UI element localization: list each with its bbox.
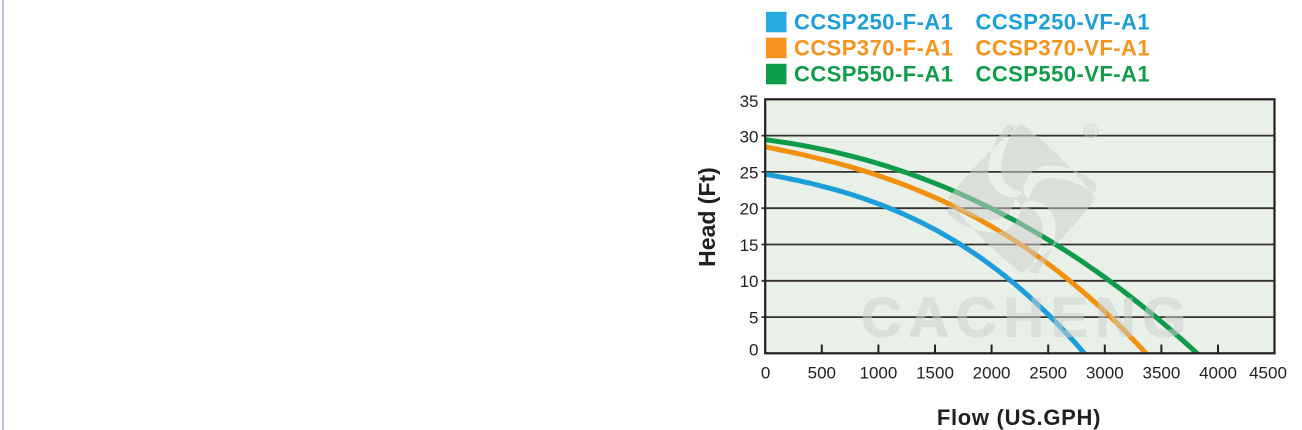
svg-text:1000: 1000 xyxy=(859,363,897,382)
svg-text:5: 5 xyxy=(749,308,758,327)
svg-text:R: R xyxy=(1088,127,1095,138)
svg-text:Head (Ft): Head (Ft) xyxy=(694,167,720,267)
svg-text:CCSP370-F-A1: CCSP370-F-A1 xyxy=(794,35,953,60)
svg-text:4500: 4500 xyxy=(1249,363,1287,382)
svg-text:4000: 4000 xyxy=(1199,363,1237,382)
svg-text:35: 35 xyxy=(740,92,759,111)
svg-text:CCSP550-VF-A1: CCSP550-VF-A1 xyxy=(976,61,1151,86)
svg-text:15: 15 xyxy=(740,236,759,255)
svg-text:CACHENG: CACHENG xyxy=(861,286,1193,349)
svg-text:1500: 1500 xyxy=(916,363,954,382)
svg-text:Flow (US.GPH): Flow (US.GPH) xyxy=(937,405,1101,430)
svg-text:500: 500 xyxy=(808,363,836,382)
svg-text:CCSP250-F-A1: CCSP250-F-A1 xyxy=(794,9,953,34)
svg-text:CCSP370-VF-A1: CCSP370-VF-A1 xyxy=(976,35,1151,60)
svg-text:3000: 3000 xyxy=(1086,363,1124,382)
svg-text:2000: 2000 xyxy=(973,363,1011,382)
svg-text:25: 25 xyxy=(740,164,759,183)
svg-text:10: 10 xyxy=(740,272,759,291)
svg-text:0: 0 xyxy=(761,363,770,382)
svg-text:30: 30 xyxy=(740,128,759,147)
svg-text:20: 20 xyxy=(740,200,759,219)
svg-text:0: 0 xyxy=(749,341,758,360)
svg-text:3500: 3500 xyxy=(1142,363,1180,382)
svg-text:CCSP250-VF-A1: CCSP250-VF-A1 xyxy=(976,9,1151,34)
svg-text:CCSP550-F-A1: CCSP550-F-A1 xyxy=(794,61,953,86)
svg-text:2500: 2500 xyxy=(1029,363,1067,382)
